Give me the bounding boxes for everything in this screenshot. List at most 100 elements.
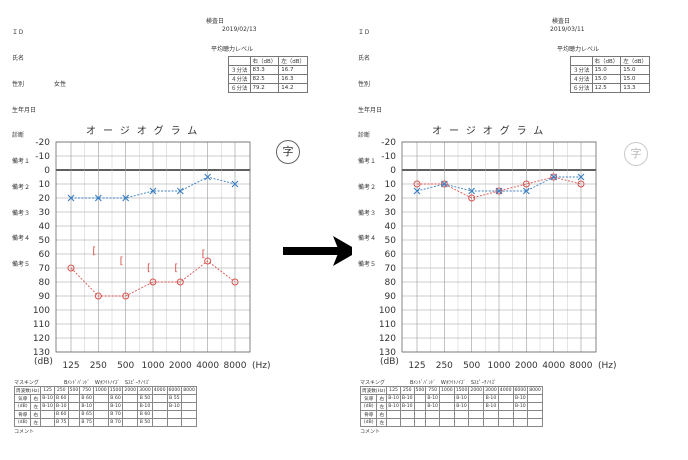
pta-left: 14.2 bbox=[278, 83, 309, 93]
data-point-left-ear bbox=[94, 194, 102, 202]
mask-row: 骨導右 B 60 B 65 B 70 B 60 bbox=[13, 410, 197, 419]
pta-title: 平均聴力レベル bbox=[557, 46, 600, 53]
y-tick-label: 50 bbox=[39, 236, 51, 246]
mask-row-label: 左 bbox=[376, 418, 388, 427]
data-point-left-ear bbox=[149, 187, 157, 195]
mask-cell: B 70 bbox=[107, 418, 124, 427]
mask-row-label: 右 bbox=[376, 410, 388, 419]
mask-cell bbox=[413, 410, 427, 419]
data-point-right-ear bbox=[149, 278, 157, 286]
mask-row: 気導右 B-10 B-10 B-10 B-10 B-10 B-10 bbox=[359, 394, 543, 403]
data-point-left-ear bbox=[204, 173, 212, 181]
mask-cell: B-10 bbox=[512, 394, 529, 403]
mask-cell bbox=[166, 418, 183, 427]
y-tick-label: 10 bbox=[385, 180, 397, 190]
mask-cell bbox=[92, 410, 109, 419]
label-id: ＩＤ bbox=[358, 29, 371, 37]
pta-head-cell: 左（dB） bbox=[278, 56, 309, 66]
pta-title: 平均聴力レベル bbox=[211, 46, 254, 53]
pta-head-cell: 右（dB） bbox=[249, 56, 280, 66]
mask-head-cell: 750 bbox=[79, 386, 94, 395]
seal-stamp: 字 bbox=[624, 142, 648, 166]
mask-cell bbox=[453, 410, 470, 419]
exam-date: 2019/03/11 bbox=[550, 26, 585, 33]
pta-head-cell bbox=[570, 56, 593, 66]
mask-cell bbox=[527, 410, 543, 419]
y-unit-label: (dB) bbox=[380, 357, 399, 367]
mask-cell bbox=[122, 402, 139, 411]
mask-head-cell: 750 bbox=[425, 386, 440, 395]
mask-head-cell: 250 bbox=[399, 386, 415, 395]
mask-cell: B 75 bbox=[79, 418, 94, 427]
mask-cell bbox=[527, 402, 543, 411]
mask-cell bbox=[483, 418, 499, 427]
bone-conduction-marker: [ bbox=[202, 249, 206, 260]
label-note5: 備考５ bbox=[358, 261, 377, 269]
mask-head-cell: 125 bbox=[386, 386, 401, 395]
mask-cell bbox=[497, 394, 514, 403]
y-tick-label: -10 bbox=[35, 152, 50, 162]
mask-row-label: (dB) bbox=[13, 402, 32, 411]
label-note3: 備考３ bbox=[12, 209, 31, 217]
mask-cell: B-10 bbox=[79, 402, 94, 411]
mask-cell: B-10 bbox=[453, 394, 470, 403]
y-tick-label: 20 bbox=[39, 194, 51, 204]
mask-cell bbox=[40, 418, 55, 427]
y-tick-label: 90 bbox=[39, 292, 51, 302]
y-tick-label: 120 bbox=[33, 334, 50, 344]
pta-right: 79.2 bbox=[249, 83, 280, 93]
mask-head-cell: 8000 bbox=[181, 386, 197, 395]
mask-cell bbox=[151, 402, 168, 411]
pta-right: 15.0 bbox=[591, 74, 622, 84]
mask-cell: B-10 bbox=[483, 402, 499, 411]
masking-table: 周波数(Hz) 125 250 500 750 1000 1500 2000 3000 4000 6… bbox=[359, 386, 543, 427]
chart-frame bbox=[401, 141, 597, 353]
mask-cell bbox=[166, 410, 183, 419]
bone-conduction-marker: [ bbox=[147, 263, 151, 274]
audiogram-title: オージオグラム bbox=[86, 126, 205, 137]
y-tick-label: 40 bbox=[39, 222, 51, 232]
mask-row-label: 骨導 bbox=[13, 410, 32, 419]
mask-cell bbox=[497, 402, 514, 411]
pta-right: 83.3 bbox=[249, 65, 280, 75]
pta-right: 12.5 bbox=[591, 83, 622, 93]
audiogram-chart: -20 -10 0 10 20 30 40 50 60 70 80 90 100 110 120 130 125… bbox=[379, 138, 617, 371]
mask-head-cell: 3000 bbox=[137, 386, 153, 395]
mask-cell bbox=[497, 418, 514, 427]
mask-cell: B-10 bbox=[453, 402, 470, 411]
data-point-left-ear bbox=[468, 187, 476, 195]
mask-cell: B-10 bbox=[386, 402, 401, 411]
x-tick-label: 1000 bbox=[488, 361, 511, 371]
mask-cell: B-10 bbox=[483, 394, 499, 403]
label-note1: 備考１ bbox=[358, 158, 377, 166]
mask-cell: B-10 bbox=[53, 402, 69, 411]
arrow-icon bbox=[283, 236, 359, 266]
data-point-right-ear bbox=[440, 180, 448, 188]
label-sex: 性別 bbox=[358, 80, 371, 88]
mask-row-label: (dB) bbox=[13, 418, 32, 427]
pta-method: ４分法 bbox=[228, 74, 251, 84]
mask-row: 骨導右 bbox=[359, 410, 543, 419]
label-name: 氏名 bbox=[12, 54, 25, 62]
pta-left: 16.3 bbox=[278, 74, 309, 84]
mask-row: (dB) 左 bbox=[359, 418, 543, 427]
pta-head-row: 右（dB） 左（dB） bbox=[570, 56, 651, 66]
y-tick-label: 130 bbox=[33, 348, 50, 358]
mask-head-cell: 500 bbox=[413, 386, 427, 395]
pta-left: 16.7 bbox=[278, 65, 309, 75]
data-point-left-ear bbox=[522, 187, 530, 195]
mask-cell: B-10 bbox=[166, 402, 183, 411]
mask-row: (dB) 左 B-10 B-10 B-10 B-10 B-10 B-10 bbox=[13, 402, 197, 411]
masking-label: マスキング bbox=[360, 380, 385, 386]
mask-cell bbox=[413, 402, 427, 411]
mask-cell bbox=[438, 410, 455, 419]
mask-cell: B 50 bbox=[137, 418, 153, 427]
mask-cell: B-10 bbox=[386, 394, 401, 403]
y-tick-label: -10 bbox=[381, 152, 396, 162]
mask-cell bbox=[181, 418, 197, 427]
sex-value: 女性 bbox=[54, 80, 67, 88]
label-note4: 備考４ bbox=[358, 235, 377, 243]
mask-cell bbox=[468, 394, 485, 403]
data-point-right-ear bbox=[176, 278, 184, 286]
mask-cell: B-10 bbox=[399, 394, 415, 403]
